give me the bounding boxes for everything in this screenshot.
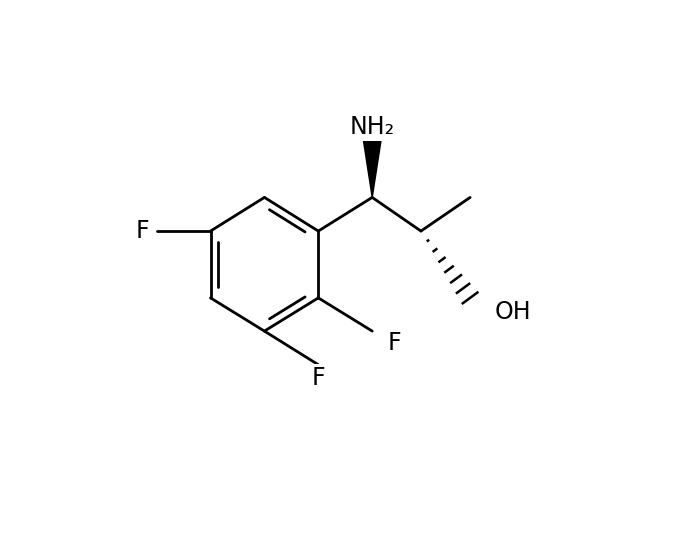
Text: OH: OH — [495, 300, 532, 324]
Polygon shape — [362, 130, 383, 198]
Text: F: F — [311, 366, 325, 390]
Text: F: F — [135, 219, 149, 243]
Text: F: F — [388, 331, 401, 355]
Text: NH₂: NH₂ — [350, 115, 395, 139]
